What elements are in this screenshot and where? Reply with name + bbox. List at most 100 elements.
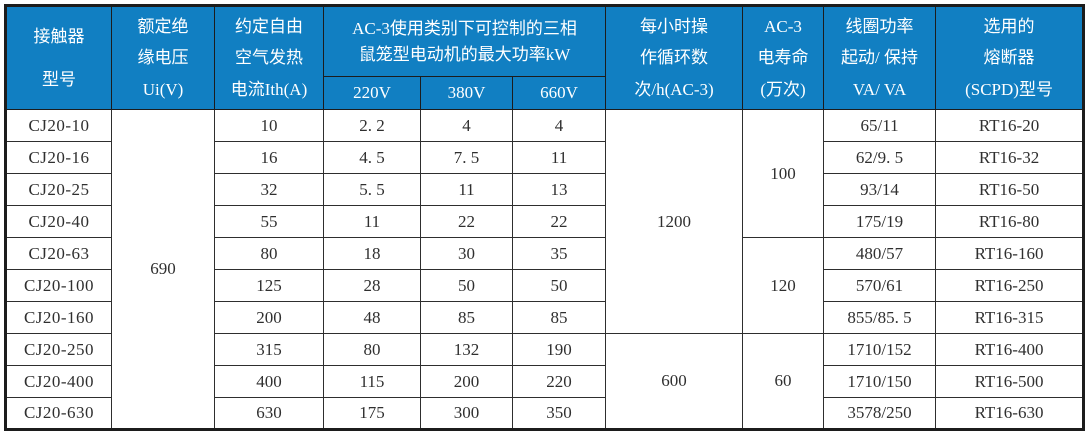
header-electrical-life: AC-3 电寿命 (万次)	[742, 5, 825, 110]
cell-coil: 855/85. 5	[823, 301, 937, 334]
cell-coil: 175/19	[823, 205, 937, 238]
cell-fuse: RT16-32	[935, 141, 1085, 174]
cell-fuse: RT16-50	[935, 173, 1085, 206]
cell-kw380: 132	[420, 333, 513, 366]
cell-coil: 62/9. 5	[823, 141, 937, 174]
cell-kw660: 50	[511, 269, 607, 302]
header-coil-power: 线圈功率 起动/ 保持 VA/ VA	[823, 5, 937, 110]
table-row: CJ20-25 32 5. 5 11 13 93/14 RT16-50	[5, 173, 1085, 206]
cell-kw660: 350	[511, 397, 607, 430]
cell-ith: 80	[214, 237, 324, 270]
cell-ith: 125	[214, 269, 324, 302]
cell-coil: 93/14	[823, 173, 937, 206]
cell-fuse: RT16-20	[935, 109, 1085, 142]
cell-kw220: 175	[323, 397, 421, 430]
cell-fuse: RT16-630	[935, 397, 1085, 430]
cell-cycles-merged: 600	[605, 333, 744, 430]
cell-ui-merged: 690	[111, 109, 215, 430]
cell-kw380: 22	[420, 205, 513, 238]
cell-fuse: RT16-80	[935, 205, 1085, 238]
header-model: 接触器 型号	[5, 5, 112, 110]
cell-kw220: 11	[323, 205, 421, 238]
cell-kw660: 85	[511, 301, 607, 334]
table-body: CJ20-10 690 10 2. 2 4 4 1200 100 65/11 R…	[5, 109, 1085, 430]
cell-life-merged: 120	[742, 237, 825, 334]
cell-kw660: 13	[511, 173, 607, 206]
cell-model: CJ20-25	[5, 173, 112, 206]
cell-model: CJ20-63	[5, 237, 112, 270]
header-operating-cycles: 每小时操 作循环数 次/h(AC-3)	[605, 5, 744, 110]
cell-ith: 55	[214, 205, 324, 238]
cell-ith: 32	[214, 173, 324, 206]
cell-kw380: 4	[420, 109, 513, 142]
cell-coil: 3578/250	[823, 397, 937, 430]
cell-ith: 16	[214, 141, 324, 174]
table-row: CJ20-250 315 80 132 190 600 60 1710/152 …	[5, 333, 1085, 430]
cell-fuse: RT16-400	[935, 333, 1085, 366]
header-row-sub: 220V 380V 660V	[6, 76, 1084, 110]
cell-kw220: 18	[323, 237, 421, 270]
cell-kw380: 30	[420, 237, 513, 270]
cell-coil: 65/11	[823, 109, 937, 142]
cell-kw220: 2. 2	[323, 109, 421, 142]
cell-ith: 630	[214, 397, 324, 430]
cell-model: CJ20-16	[5, 141, 112, 174]
cell-kw380: 50	[420, 269, 513, 302]
cell-model: CJ20-100	[5, 269, 112, 302]
cell-cycles-merged: 1200	[605, 109, 744, 334]
cell-model: CJ20-160	[5, 301, 112, 334]
cell-fuse: RT16-500	[935, 365, 1085, 398]
cell-life-merged: 100	[742, 109, 825, 238]
cell-model: CJ20-400	[5, 365, 112, 398]
cell-kw660: 22	[511, 205, 607, 238]
cell-ith: 400	[214, 365, 324, 398]
cell-kw220: 48	[323, 301, 421, 334]
header-660v: 660V	[511, 76, 607, 110]
cell-kw220: 80	[323, 333, 421, 366]
table-row: CJ20-400 400 115 200 220 1710/150 RT16-5…	[5, 365, 1085, 398]
table-row: CJ20-100 125 28 50 50 570/61 RT16-250	[5, 269, 1085, 302]
cell-fuse: RT16-160	[935, 237, 1085, 270]
cell-kw660: 220	[511, 365, 607, 398]
cell-life-merged: 60	[742, 333, 825, 430]
header-380v: 380V	[420, 76, 513, 110]
cell-coil: 1710/150	[823, 365, 937, 398]
cell-kw380: 200	[420, 365, 513, 398]
contactor-spec-table: 接触器 型号 额定绝 缘电压 Ui(V) 约定自由 空气发热 电流Ith(A) …	[4, 4, 1085, 431]
table-row: CJ20-40 55 11 22 22 175/19 RT16-80	[5, 205, 1085, 238]
cell-ith: 315	[214, 333, 324, 366]
cell-kw220: 4. 5	[323, 141, 421, 174]
cell-kw220: 5. 5	[323, 173, 421, 206]
header-thermal-current: 约定自由 空气发热 电流Ith(A)	[214, 5, 324, 110]
cell-kw380: 7. 5	[420, 141, 513, 174]
cell-coil: 570/61	[823, 269, 937, 302]
cell-ith: 10	[214, 109, 324, 142]
table-row: CJ20-16 16 4. 5 7. 5 11 62/9. 5 RT16-32	[5, 141, 1085, 174]
cell-kw380: 300	[420, 397, 513, 430]
table-row: CJ20-630 630 175 300 350 3578/250 RT16-6…	[5, 397, 1085, 430]
cell-model: CJ20-250	[5, 333, 112, 366]
header-max-power-group: AC-3使用类别下可控制的三相 鼠笼型电动机的最大功率kW	[322, 5, 607, 77]
cell-kw660: 190	[511, 333, 607, 366]
table-row: CJ20-160 200 48 85 85 855/85. 5 RT16-315	[5, 301, 1085, 334]
header-fuse-type: 选用的 熔断器 (SCPD)型号	[935, 5, 1085, 110]
header-row-top: 接触器 型号 额定绝 缘电压 Ui(V) 约定自由 空气发热 电流Ith(A) …	[5, 5, 1085, 110]
cell-kw380: 11	[420, 173, 513, 206]
header-220v: 220V	[323, 76, 421, 110]
cell-kw660: 4	[511, 109, 607, 142]
cell-model: CJ20-630	[5, 397, 112, 430]
cell-kw380: 85	[420, 301, 513, 334]
cell-coil: 480/57	[823, 237, 937, 270]
cell-fuse: RT16-315	[935, 301, 1085, 334]
table-row: CJ20-63 80 18 30 35 120 480/57 RT16-160	[5, 237, 1085, 334]
table-row: CJ20-10 690 10 2. 2 4 4 1200 100 65/11 R…	[5, 109, 1085, 430]
cell-kw220: 28	[323, 269, 421, 302]
cell-ith: 200	[214, 301, 324, 334]
cell-model: CJ20-40	[5, 205, 112, 238]
cell-kw660: 11	[511, 141, 607, 174]
table-header: 接触器 型号 额定绝 缘电压 Ui(V) 约定自由 空气发热 电流Ith(A) …	[5, 5, 1085, 110]
cell-model: CJ20-10	[5, 109, 112, 142]
cell-fuse: RT16-250	[935, 269, 1085, 302]
cell-coil: 1710/152	[823, 333, 937, 366]
header-insulation-voltage: 额定绝 缘电压 Ui(V)	[111, 5, 215, 110]
